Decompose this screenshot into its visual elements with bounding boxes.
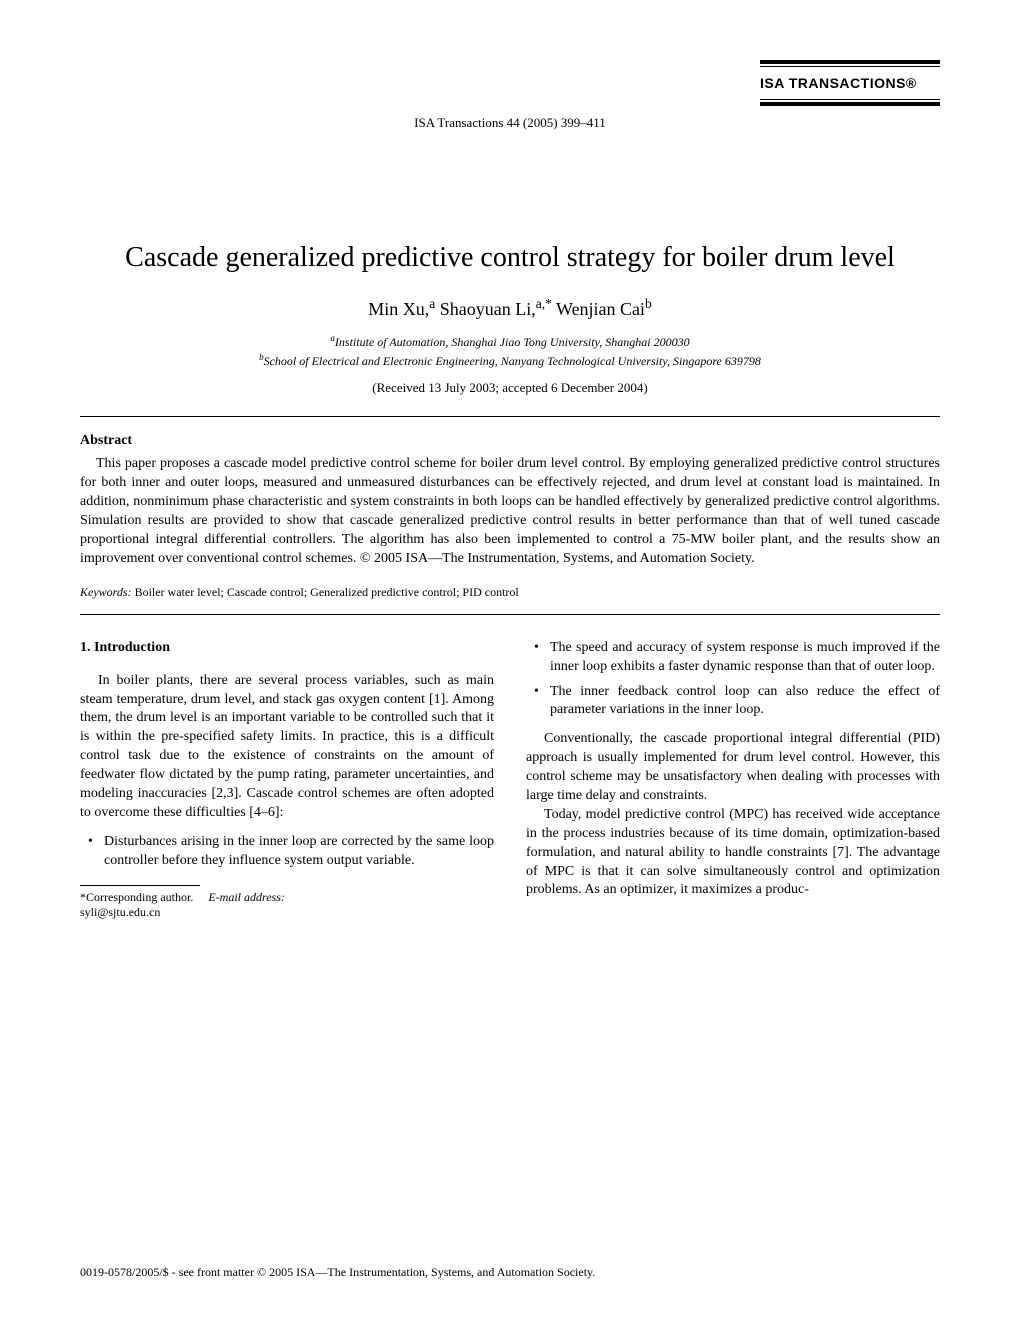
- keywords-text: Boiler water level; Cascade control; Gen…: [135, 585, 519, 599]
- paragraph: Conventionally, the cascade proportional…: [526, 730, 940, 806]
- article-title: Cascade generalized predictive control s…: [80, 240, 940, 276]
- affiliation-b: bSchool of Electrical and Electronic Eng…: [80, 351, 940, 370]
- footnote-rule: [80, 885, 200, 886]
- keywords: Keywords: Boiler water level; Cascade co…: [80, 585, 940, 600]
- rule: [760, 60, 940, 64]
- rule: [80, 416, 940, 417]
- paragraph: Today, model predictive control (MPC) ha…: [526, 806, 940, 900]
- body-columns: 1. Introduction In boiler plants, there …: [80, 639, 940, 921]
- footnote: *Corresponding author. E-mail address: s…: [80, 890, 494, 921]
- authors: Min Xu,a Shaoyuan Li,a,* Wenjian Caib: [80, 296, 940, 320]
- rule: [760, 66, 940, 67]
- left-column: 1. Introduction In boiler plants, there …: [80, 639, 494, 921]
- journal-name: ISA TRANSACTIONS®: [760, 75, 940, 91]
- bullet-list: The speed and accuracy of system respons…: [526, 639, 940, 721]
- rule: [80, 614, 940, 615]
- abstract-section: Abstract This paper proposes a cascade m…: [80, 433, 940, 568]
- rule: [760, 99, 940, 100]
- rule: [760, 102, 940, 106]
- received-accepted-dates: (Received 13 July 2003; accepted 6 Decem…: [80, 380, 940, 396]
- abstract-text: This paper proposes a cascade model pred…: [80, 455, 940, 568]
- email-label: E-mail address:: [208, 890, 285, 904]
- journal-box: ISA TRANSACTIONS®: [760, 60, 940, 106]
- list-item: The speed and accuracy of system respons…: [550, 639, 940, 677]
- section-heading: 1. Introduction: [80, 639, 494, 658]
- header: ISA TRANSACTIONS® ISA Transactions 44 (2…: [80, 60, 940, 180]
- list-item: Disturbances arising in the inner loop a…: [104, 833, 494, 871]
- bullet-list: Disturbances arising in the inner loop a…: [80, 833, 494, 871]
- right-column: The speed and accuracy of system respons…: [526, 639, 940, 921]
- copyright-line: 0019-0578/2005/$ - see front matter © 20…: [80, 1265, 940, 1280]
- title-block: Cascade generalized predictive control s…: [80, 240, 940, 276]
- keywords-label: Keywords:: [80, 585, 132, 599]
- citation: ISA Transactions 44 (2005) 399–411: [80, 115, 940, 131]
- email-address: syli@sjtu.edu.cn: [80, 905, 160, 919]
- affiliations: aInstitute of Automation, Shanghai Jiao …: [80, 332, 940, 370]
- corresponding-author-label: *Corresponding author.: [80, 890, 193, 904]
- paragraph: In boiler plants, there are several proc…: [80, 672, 494, 823]
- abstract-heading: Abstract: [80, 433, 940, 449]
- affiliation-a: aInstitute of Automation, Shanghai Jiao …: [80, 332, 940, 351]
- list-item: The inner feedback control loop can also…: [550, 683, 940, 721]
